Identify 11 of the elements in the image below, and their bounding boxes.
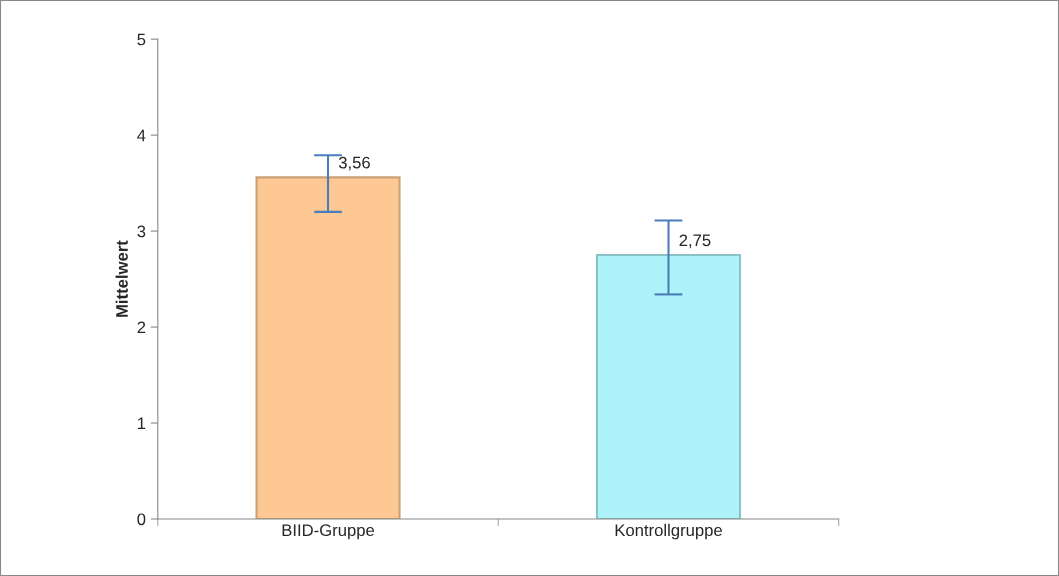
x-tick-label: BIID-Gruppe: [282, 524, 375, 540]
y-tick-label: 4: [137, 129, 146, 142]
y-tick-label: 2: [137, 321, 146, 334]
y-tick-label: 1: [137, 417, 146, 430]
data-label: 3,56: [338, 156, 370, 171]
y-tick-label: 5: [137, 33, 146, 46]
x-tick-label: Kontrollgruppe: [615, 523, 722, 540]
data-label: 2,75: [679, 234, 711, 249]
y-tick-label: 0: [137, 513, 146, 526]
y-tick-label: 3: [137, 225, 146, 238]
y-axis-title: Mittelwert: [115, 240, 128, 317]
